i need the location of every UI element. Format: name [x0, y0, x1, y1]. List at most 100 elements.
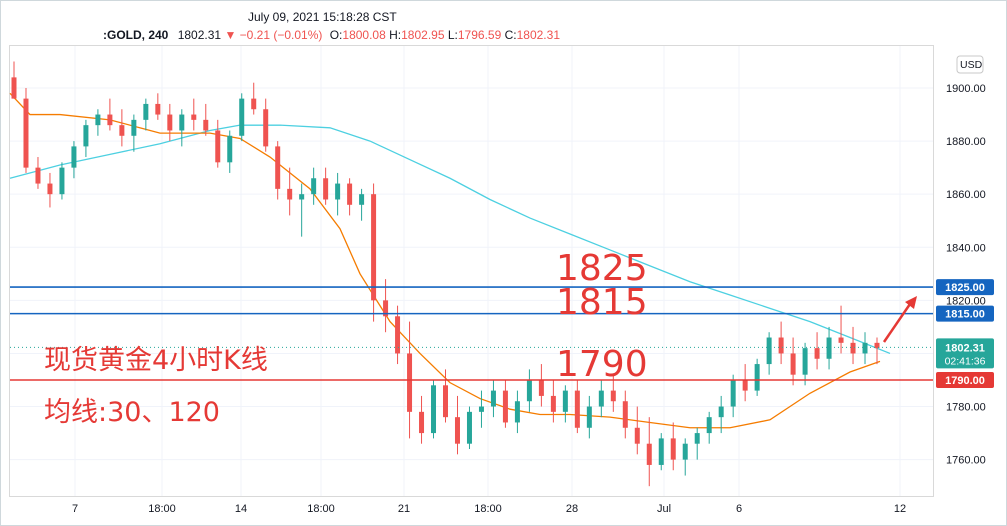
arrow-head — [905, 296, 917, 309]
x-axis: 7 18:00 14 18:00 21 18:00 28 Jul 6 12 — [72, 503, 906, 515]
candle-body — [263, 109, 269, 147]
high-label: H: — [389, 28, 402, 42]
candle-body — [383, 300, 389, 317]
candle-body — [431, 385, 437, 434]
candle-body — [694, 433, 700, 444]
candles-layer — [11, 61, 880, 487]
candle-body — [167, 114, 173, 131]
candle-body — [419, 411, 425, 434]
candle-body — [514, 401, 520, 423]
x-tick-label: 6 — [736, 503, 742, 515]
y-tick-label: 1820.00 — [946, 295, 986, 307]
hline-badge-label: 1825.00 — [945, 282, 985, 294]
candle-body — [179, 114, 185, 131]
x-tick-label: 18:00 — [148, 503, 176, 515]
candle-body — [706, 417, 712, 434]
hlines-layer — [10, 286, 933, 381]
x-tick-label: 18:00 — [474, 503, 502, 515]
grid — [10, 46, 933, 496]
x-tick-label: 7 — [72, 503, 78, 515]
symbol-label: :GOLD, 240 — [103, 28, 169, 42]
candle-body — [742, 379, 748, 391]
level-1825-label: 1825 — [556, 248, 648, 289]
hline-badge — [936, 305, 994, 322]
annotation-title: 现货黄金4小时K线 — [44, 345, 268, 376]
open-value: 1800.08 — [342, 28, 386, 42]
candle-body — [766, 337, 772, 365]
x-tick-label: Jul — [657, 503, 671, 515]
candle-body — [407, 353, 413, 412]
candle-body — [239, 98, 245, 136]
close-label: C: — [504, 28, 517, 42]
candle-body — [622, 401, 628, 428]
candle-body — [143, 103, 149, 120]
candle-body — [299, 194, 305, 200]
candle-body — [287, 188, 293, 200]
ma120-line — [9, 124, 891, 355]
annotation-ma: 均线:30、120 — [44, 397, 220, 428]
high-value: 1802.95 — [401, 28, 445, 42]
low-label: L: — [447, 28, 458, 42]
y-tick-label: 1860.00 — [946, 189, 986, 201]
x-tick-label: 28 — [566, 503, 578, 515]
x-tick-label: 14 — [235, 503, 247, 515]
candle-body — [790, 353, 796, 375]
candle-body — [850, 342, 856, 354]
arrow-layer — [882, 296, 917, 343]
ma120-layer — [9, 124, 891, 355]
candle-body — [466, 411, 472, 444]
chart-frame — [9, 45, 934, 497]
y-tick-label: 1840.00 — [946, 242, 986, 254]
level-1790-label: 1790 — [556, 344, 648, 385]
last-price: 1802.31 — [177, 28, 222, 42]
candle-body — [323, 178, 329, 200]
low-value: 1796.59 — [457, 28, 502, 42]
y-tick-label: 1880.00 — [946, 136, 986, 148]
candle-body — [203, 119, 209, 131]
candle-body — [83, 125, 89, 147]
chart-datetime: July 09, 2021 15:18:28 CST — [248, 10, 397, 24]
candle-body — [215, 130, 221, 163]
candle-body — [11, 77, 17, 99]
candle-body — [59, 167, 65, 195]
candle-body — [35, 167, 41, 184]
x-tick-label: 21 — [398, 503, 410, 515]
candle-body — [191, 114, 197, 120]
y-tick-label: 1780.00 — [946, 402, 986, 414]
candle-body — [23, 98, 29, 168]
candle-body — [874, 342, 880, 349]
candle-body — [502, 390, 508, 423]
hline-badge — [936, 279, 994, 296]
y-axis: 1900.001880.001860.001840.001820.001800.… — [946, 55, 986, 467]
chart-legend: :GOLD, 240 1802.31 ▼ −0.21 (−0.01%) O:18… — [103, 28, 560, 42]
hline-badge — [936, 371, 994, 388]
candle-body — [371, 194, 377, 301]
candle-body — [838, 337, 844, 343]
candle-body — [814, 348, 820, 359]
candle-body — [550, 395, 556, 412]
last-price-badge — [936, 338, 994, 369]
candle-body — [538, 379, 544, 396]
candle-body — [347, 183, 353, 205]
candle-body — [335, 183, 341, 200]
countdown-label: 02:41:36 — [945, 355, 986, 367]
candle-body — [826, 337, 832, 359]
candle-body — [754, 364, 760, 391]
y-tick-label: 1760.00 — [946, 455, 986, 467]
candle-body — [718, 406, 724, 418]
price-change: ▼ −0.21 (−0.01%) — [224, 28, 323, 42]
candle-body — [251, 98, 257, 110]
currency-label: USD — [960, 59, 983, 71]
candle-body — [610, 390, 616, 402]
candle-body — [634, 427, 640, 444]
candle-body — [490, 390, 496, 407]
candle-body — [131, 119, 137, 136]
candle-body — [71, 146, 77, 168]
candle-body — [359, 194, 365, 205]
candle-body — [107, 114, 113, 126]
candle-body — [227, 135, 233, 163]
candle-body — [275, 146, 281, 189]
candle-body — [802, 348, 808, 375]
